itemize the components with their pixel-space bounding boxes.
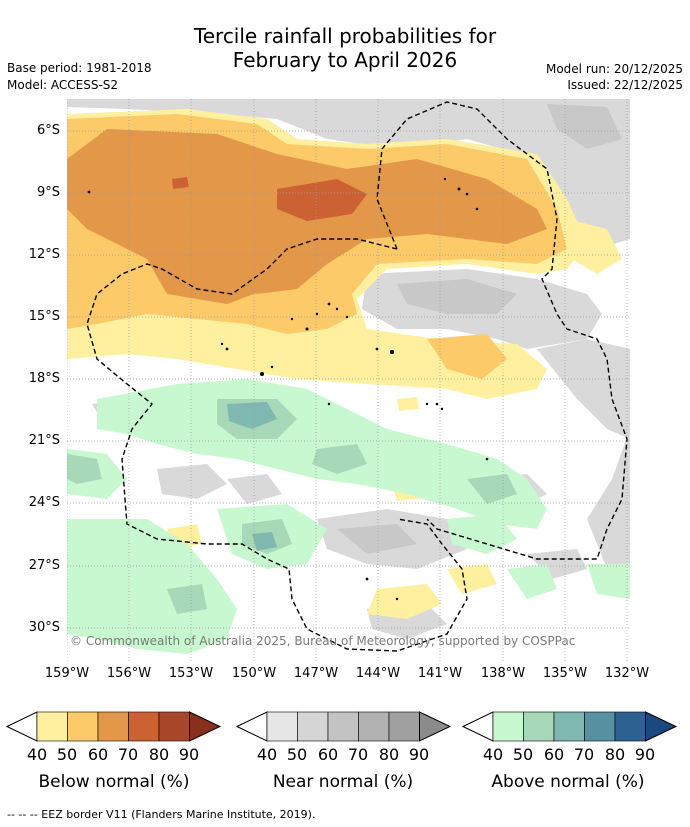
lat-label-9s: 9°S xyxy=(36,185,60,200)
below-normal-colorbar xyxy=(6,711,222,742)
above-normal-swatch-high xyxy=(645,711,678,742)
below-tick-60: 60 xyxy=(87,745,109,764)
lon-label-138w: 138°W xyxy=(480,666,526,681)
lon-label-156w: 156°W xyxy=(106,666,152,681)
eez-footnote: -- -- -- EEZ border V11 (Flanders Marine… xyxy=(7,808,316,821)
above-normal-swatch-80-90 xyxy=(614,711,646,742)
below-normal-swatch-60-70 xyxy=(97,711,129,742)
lat-label-30s: 30°S xyxy=(28,620,60,635)
model-name: Model: ACCESS-S2 xyxy=(7,78,119,92)
near-tick-60: 60 xyxy=(317,745,339,764)
lon-label-135w: 135°W xyxy=(542,666,588,681)
near-normal-swatch-70-80 xyxy=(358,711,390,742)
lon-label-132w: 132°W xyxy=(604,666,650,681)
above-tick-70: 70 xyxy=(573,745,595,764)
lon-label-144w: 144°W xyxy=(355,666,401,681)
near-tick-40: 40 xyxy=(256,745,278,764)
above-normal-swatch-50-60 xyxy=(523,711,555,742)
below-normal-label: Below normal (%) xyxy=(38,772,190,792)
below-tick-90: 90 xyxy=(178,745,200,764)
near-normal-swatch-60-70 xyxy=(327,711,359,742)
lat-label-12s: 12°S xyxy=(28,247,60,262)
near-normal-swatch-80-90 xyxy=(388,711,420,742)
lon-label-153w: 153°W xyxy=(168,666,214,681)
above-tick-60: 60 xyxy=(543,745,565,764)
below-normal-swatch-50-60 xyxy=(67,711,99,742)
near-normal-swatch-high xyxy=(419,711,452,742)
copyright-notice: © Commonwealth of Australia 2025, Bureau… xyxy=(70,634,576,648)
eez-border xyxy=(86,101,628,652)
graticule xyxy=(67,99,630,661)
tercile-map xyxy=(67,99,630,661)
near-normal-label: Near normal (%) xyxy=(272,772,414,792)
lat-label-27s: 27°S xyxy=(28,558,60,573)
below-tick-80: 80 xyxy=(148,745,170,764)
below-normal-swatch-80-90 xyxy=(158,711,190,742)
below-tick-50: 50 xyxy=(56,745,78,764)
below-normal-swatch-high xyxy=(189,711,222,742)
below-normal-swatch-low xyxy=(6,711,38,742)
near-normal-colorbar xyxy=(236,711,452,742)
lon-label-159w: 159°W xyxy=(44,666,90,681)
above-tick-90: 90 xyxy=(634,745,656,764)
map-title-line-1: Tercile rainfall probabilities for xyxy=(193,24,497,48)
near-tick-90: 90 xyxy=(408,745,430,764)
below-normal-70-80 xyxy=(172,177,367,221)
below-normal-swatch-40-50 xyxy=(36,711,68,742)
islands xyxy=(87,177,489,601)
near-normal-swatch-50-60 xyxy=(297,711,329,742)
lat-label-6s: 6°S xyxy=(36,123,60,138)
below-tick-70: 70 xyxy=(117,745,139,764)
near-normal-swatch-low xyxy=(236,711,268,742)
below-normal-swatch-70-80 xyxy=(128,711,160,742)
above-normal-swatch-40-50 xyxy=(492,711,524,742)
map-svg xyxy=(67,99,630,661)
lon-label-147w: 147°W xyxy=(293,666,339,681)
near-tick-80: 80 xyxy=(378,745,400,764)
lat-label-18s: 18°S xyxy=(28,371,60,386)
above-normal-swatch-60-70 xyxy=(553,711,585,742)
above-normal-label: Above normal (%) xyxy=(491,772,645,792)
base-period: Base period: 1981-2018 xyxy=(7,61,152,75)
model-run: Model run: 20/12/2025 xyxy=(545,62,683,76)
above-normal-swatch-low xyxy=(462,711,494,742)
above-tick-40: 40 xyxy=(482,745,504,764)
above-normal-colorbar xyxy=(462,711,678,742)
below-tick-40: 40 xyxy=(26,745,48,764)
lon-label-141w: 141°W xyxy=(417,666,463,681)
above-tick-50: 50 xyxy=(512,745,534,764)
lon-label-150w: 150°W xyxy=(231,666,277,681)
near-normal-regions-darker xyxy=(337,104,622,554)
lat-label-24s: 24°S xyxy=(28,495,60,510)
above-normal-swatch-70-80 xyxy=(584,711,616,742)
above-normal-60-70 xyxy=(227,402,277,551)
near-tick-50: 50 xyxy=(286,745,308,764)
lat-label-21s: 21°S xyxy=(28,433,60,448)
above-tick-80: 80 xyxy=(604,745,626,764)
near-normal-swatch-40-50 xyxy=(266,711,298,742)
lat-label-15s: 15°S xyxy=(28,309,60,324)
near-tick-70: 70 xyxy=(347,745,369,764)
issued-date: Issued: 22/12/2025 xyxy=(567,78,683,92)
map-title-line-2: February to April 2026 xyxy=(232,48,458,72)
